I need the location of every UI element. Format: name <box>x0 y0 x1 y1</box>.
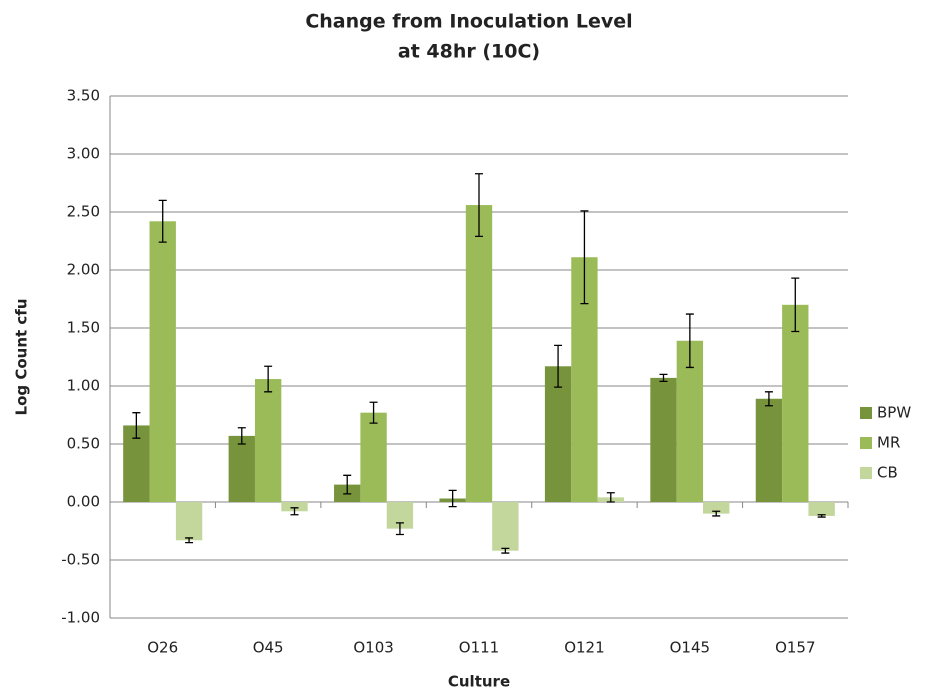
error-bar <box>685 313 694 369</box>
error-bar <box>264 365 273 393</box>
error-bar <box>369 401 378 424</box>
x-tick-label: O26 <box>147 639 178 657</box>
error-bar <box>237 427 246 445</box>
error-bar <box>712 510 721 517</box>
legend-swatch <box>860 437 872 449</box>
bar <box>254 379 282 502</box>
x-tick-label: O145 <box>670 639 710 657</box>
error-bar <box>158 199 167 243</box>
y-tick-label: 0.50 <box>67 435 100 453</box>
y-tick-label: 2.00 <box>67 261 100 279</box>
x-tick-label: O45 <box>253 639 284 657</box>
x-tick-label: O121 <box>564 639 604 657</box>
y-tick-label: 1.00 <box>67 377 100 395</box>
y-axis-title: Log Count cfu <box>13 299 31 416</box>
chart-title: Change from Inoculation Level <box>305 11 632 33</box>
error-bar <box>475 173 483 238</box>
error-bar <box>764 391 773 407</box>
y-tick-label: -1.00 <box>61 609 100 627</box>
error-bar <box>817 514 826 518</box>
bar <box>782 304 809 502</box>
error-bar <box>395 522 404 536</box>
y-tick-label: -0.50 <box>61 551 100 569</box>
bar <box>492 502 519 551</box>
bar <box>703 502 730 514</box>
bar <box>175 502 203 541</box>
bar <box>755 398 783 502</box>
x-tick-label: O111 <box>459 639 499 657</box>
bar <box>650 377 677 502</box>
y-tick-label: 3.50 <box>67 87 100 105</box>
error-bar <box>343 474 352 495</box>
bar <box>544 366 572 502</box>
error-bar <box>659 373 668 383</box>
bar <box>808 502 835 516</box>
y-tick-label: 0.00 <box>67 493 100 511</box>
error-bar <box>501 547 510 554</box>
x-tick-label: O103 <box>353 639 393 657</box>
bar <box>149 221 176 502</box>
error-bar <box>791 277 800 333</box>
bar <box>360 412 387 502</box>
legend-label: BPW <box>877 404 911 422</box>
error-bar <box>580 210 589 305</box>
legend-label: MR <box>877 434 900 452</box>
bar <box>281 502 308 512</box>
x-tick-label: O157 <box>775 639 815 657</box>
error-bar <box>132 412 141 439</box>
legend-swatch <box>860 467 872 479</box>
y-tick-label: 2.50 <box>67 203 100 221</box>
error-bar <box>185 537 194 544</box>
error-bar <box>554 344 563 388</box>
legend-swatch <box>860 407 872 419</box>
bar <box>465 205 493 503</box>
y-tick-label: 3.00 <box>67 145 100 163</box>
bar <box>228 435 255 502</box>
error-bar <box>448 489 457 508</box>
x-axis-title: Culture <box>448 673 510 691</box>
chart-title: at 48hr (10C) <box>398 41 540 63</box>
error-bar <box>290 507 299 516</box>
y-tick-label: 1.50 <box>67 319 100 337</box>
legend-label: CB <box>877 464 898 482</box>
error-bar <box>606 492 615 503</box>
